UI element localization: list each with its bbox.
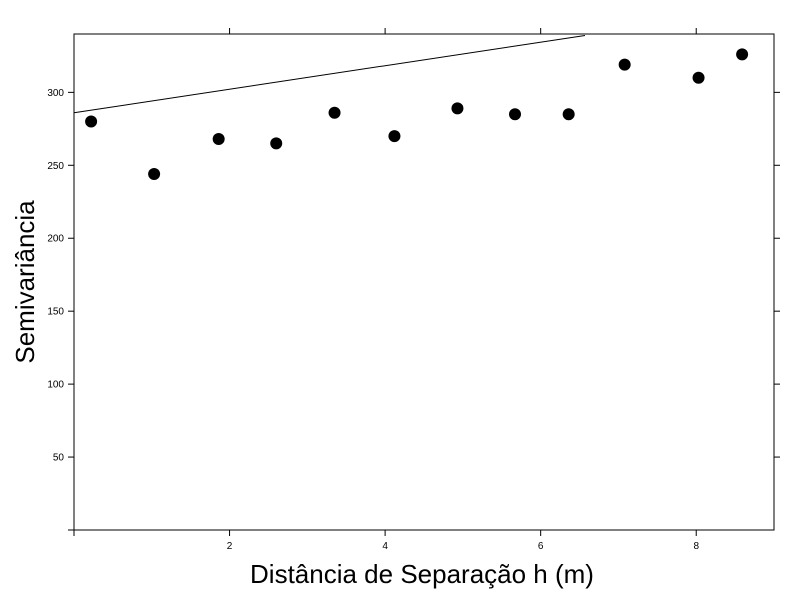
axis-ticks [68, 28, 780, 536]
y-tick-label: 300 [47, 88, 64, 99]
plot-frame [73, 33, 775, 531]
data-point [692, 71, 705, 84]
data-point [451, 102, 464, 115]
x-tick-label: 8 [693, 541, 699, 552]
x-axis-title: Distância de Separação h (m) [250, 559, 594, 589]
data-points [85, 48, 749, 181]
data-point [328, 106, 341, 119]
data-point [736, 48, 749, 61]
y-axis-title: Semivariância [10, 200, 40, 364]
x-tick-label: 6 [538, 541, 544, 552]
data-point [85, 115, 98, 128]
y-tick-label: 100 [47, 380, 64, 391]
y-tick-label: 250 [47, 161, 64, 172]
x-tick-label: 2 [227, 541, 233, 552]
y-tick-label: 200 [47, 234, 64, 245]
y-tick-label: 150 [47, 307, 64, 318]
data-point [148, 168, 161, 181]
axis-tick-labels: 2 4 6 8 50 100 150 200 250 300 [47, 88, 699, 552]
fitted-model-line-group [73, 34, 586, 114]
fitted-model-line [73, 34, 586, 114]
data-point [618, 58, 631, 71]
data-point [509, 108, 521, 121]
x-tick-label: 4 [382, 541, 388, 552]
data-point [270, 137, 283, 150]
data-point [212, 133, 225, 146]
data-point [562, 108, 575, 121]
data-point [388, 130, 401, 143]
y-tick-label: 50 [53, 453, 65, 464]
